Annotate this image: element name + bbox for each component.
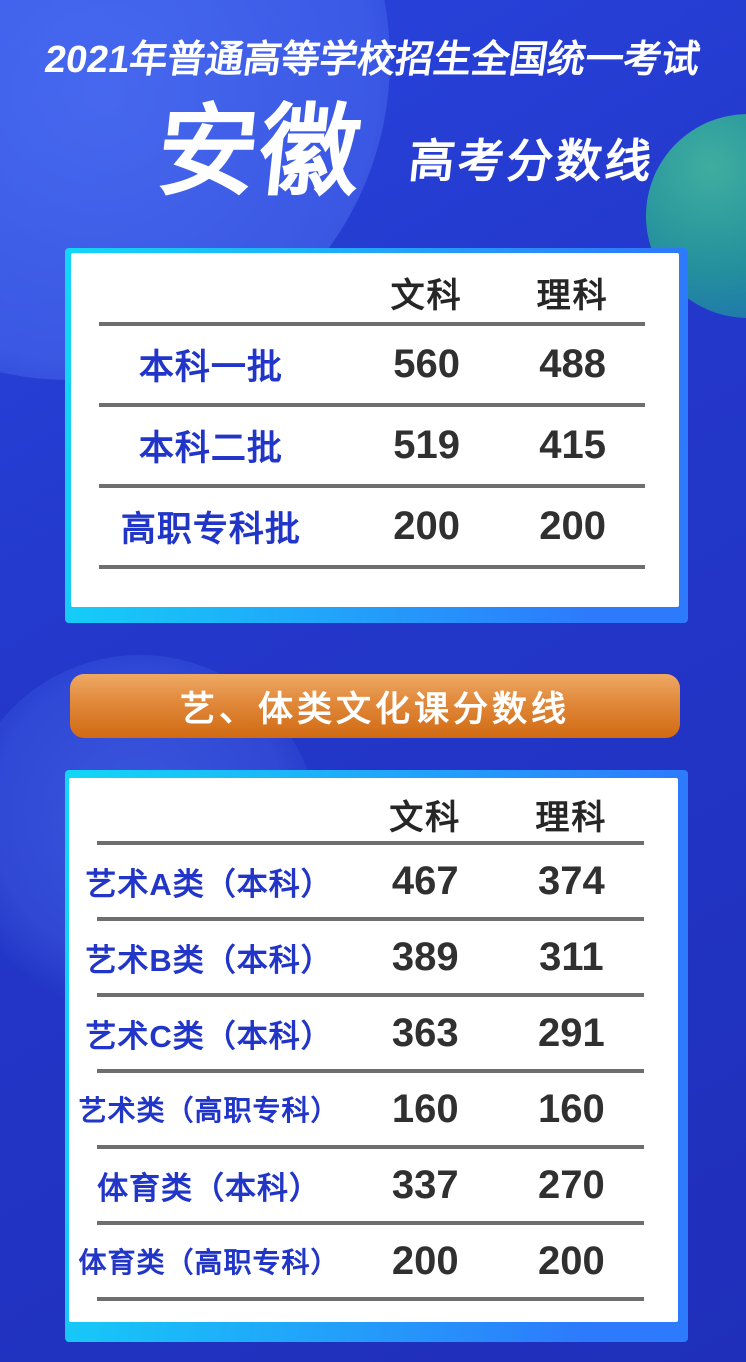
row-label: 艺术B类（本科） (85, 942, 333, 978)
table-row: 体育类（高职专科） 200 200 (69, 1225, 678, 1297)
like-score: 415 (539, 423, 606, 467)
wenke-score: 467 (391, 858, 459, 903)
like-score: 270 (538, 1162, 605, 1207)
art-sports-banner: 艺、体类文化课分数线 (70, 674, 680, 738)
like-score: 374 (538, 858, 605, 903)
table-row: 本科二批 519 415 (71, 407, 679, 484)
banner-label: 艺、体类文化课分数线 (179, 689, 570, 729)
exam-title: 2021年普通高等学校招生全国统一考试 (42, 39, 703, 81)
wenke-score: 160 (391, 1086, 459, 1131)
like-score: 488 (539, 342, 606, 386)
score-line-subtitle: 高考分数线 (406, 135, 657, 187)
art-sports-score-table: 文科 理科 艺术A类（本科） 467 374 艺术B类（本科） 389 311 艺术C类（本… (69, 778, 678, 1322)
like-score: 200 (539, 504, 606, 548)
row-label: 艺术C类（本科） (85, 1018, 333, 1054)
header-divider (99, 322, 645, 326)
table-row: 体育类（本科） 337 270 (69, 1149, 678, 1221)
row-divider (99, 484, 645, 488)
table-header-row: 文科 理科 (71, 253, 679, 322)
column-header-wenke: 文科 (389, 799, 462, 837)
like-score: 311 (539, 934, 604, 979)
row-label: 体育类（高职专科） (78, 1247, 340, 1278)
art-sports-table-body: 艺术A类（本科） 467 374 艺术B类（本科） 389 311 艺术C类（本科） 363 2… (69, 845, 678, 1301)
main-table-body: 本科一批 560 488 本科二批 519 415 高职专科批 200 200 (71, 326, 679, 569)
row-label: 体育类（本科） (97, 1170, 322, 1206)
row-divider (99, 565, 645, 569)
row-divider (99, 403, 645, 407)
row-label: 艺术类（高职专科） (78, 1095, 340, 1126)
row-divider (97, 917, 644, 921)
wenke-score: 200 (393, 504, 461, 548)
row-label: 高职专科批 (120, 510, 301, 549)
wenke-score: 200 (391, 1238, 459, 1283)
table-row: 本科一批 560 488 (71, 326, 679, 403)
column-header-wenke: 文科 (390, 277, 463, 315)
row-divider (97, 993, 644, 997)
row-label: 艺术A类（本科） (85, 866, 333, 902)
row-divider (97, 1297, 644, 1301)
row-divider (97, 1221, 644, 1225)
table-header-row: 文科 理科 (69, 778, 678, 841)
table-row: 艺术A类（本科） 467 374 (69, 845, 678, 917)
column-header-like: 理科 (536, 277, 609, 315)
like-score: 291 (538, 1010, 605, 1055)
province-name: 安徽 (152, 96, 368, 208)
table-row: 艺术B类（本科） 389 311 (69, 921, 678, 993)
table-row: 艺术C类（本科） 363 291 (69, 997, 678, 1069)
row-divider (97, 1145, 644, 1149)
wenke-score: 560 (393, 342, 461, 386)
wenke-score: 363 (391, 1010, 459, 1055)
column-header-like: 理科 (535, 799, 608, 837)
wenke-score: 389 (391, 934, 459, 979)
row-label: 本科一批 (138, 348, 283, 387)
main-score-card: 文科 理科 本科一批 560 488 本科二批 519 415 高职专科批 200 200 (65, 248, 688, 623)
like-score: 160 (538, 1086, 605, 1131)
row-divider (97, 1069, 644, 1073)
header-divider (97, 841, 644, 845)
table-row: 艺术类（高职专科） 160 160 (69, 1073, 678, 1145)
like-score: 200 (538, 1238, 605, 1283)
table-row: 高职专科批 200 200 (71, 488, 679, 565)
wenke-score: 519 (393, 423, 461, 467)
main-score-table: 文科 理科 本科一批 560 488 本科二批 519 415 高职专科批 200 200 (71, 253, 679, 607)
wenke-score: 337 (391, 1162, 459, 1207)
art-sports-score-card: 文科 理科 艺术A类（本科） 467 374 艺术B类（本科） 389 311 艺术C类（本… (65, 770, 688, 1342)
province-header: 安徽 高考分数线 (152, 96, 660, 208)
row-label: 本科二批 (138, 429, 283, 468)
